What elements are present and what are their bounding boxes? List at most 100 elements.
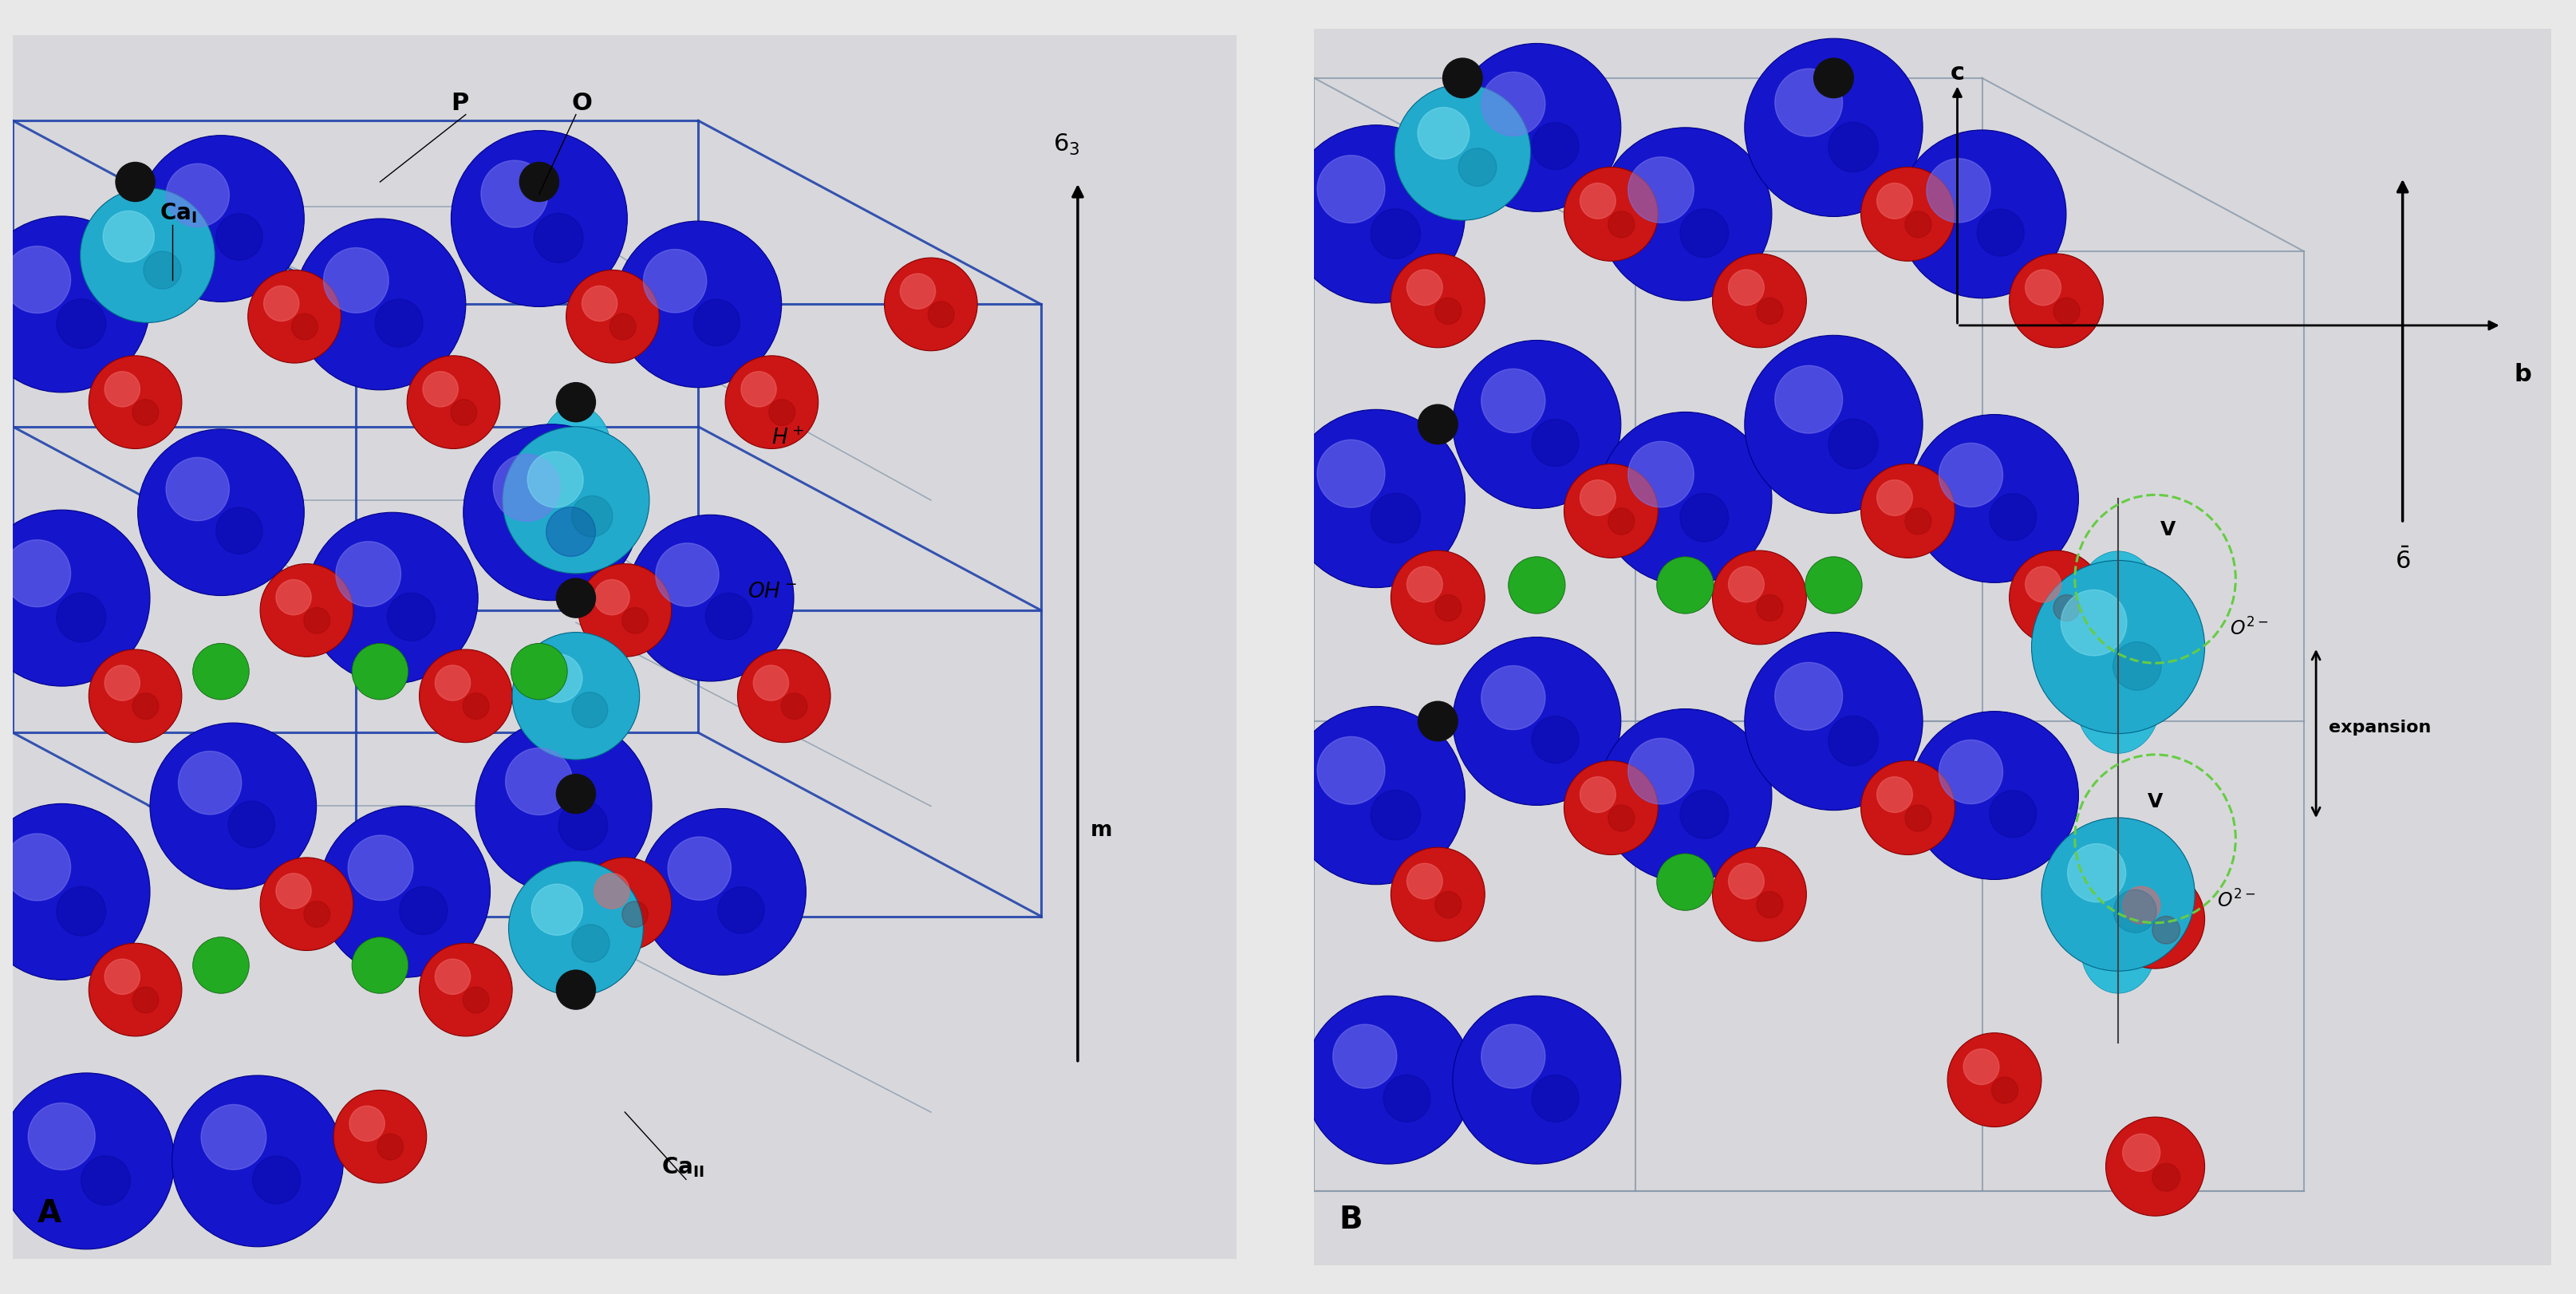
Circle shape [1417,701,1458,741]
Circle shape [1303,996,1471,1165]
Circle shape [577,564,672,657]
Circle shape [1713,848,1806,941]
Ellipse shape [2081,907,2154,994]
Circle shape [595,580,629,615]
Circle shape [719,886,765,933]
Circle shape [1728,269,1765,305]
Circle shape [260,858,353,951]
Circle shape [567,270,659,364]
Circle shape [1481,665,1546,730]
Text: $H^+$: $H^+$ [770,428,804,449]
Circle shape [2105,1117,2205,1216]
Circle shape [80,188,214,322]
Circle shape [229,801,276,848]
Circle shape [528,452,582,507]
Circle shape [106,371,139,406]
Circle shape [2105,870,2205,969]
Circle shape [1453,44,1620,212]
Circle shape [325,247,389,313]
Circle shape [1417,405,1458,444]
Ellipse shape [544,784,608,864]
Text: P: P [451,92,469,115]
Circle shape [724,356,819,449]
Circle shape [193,937,250,994]
Circle shape [451,131,626,307]
Circle shape [88,356,183,449]
Circle shape [1628,739,1692,804]
Circle shape [1806,556,1862,613]
Circle shape [621,901,649,928]
Circle shape [693,299,739,345]
Circle shape [572,924,611,963]
Circle shape [1530,419,1579,466]
Circle shape [1391,254,1484,348]
Circle shape [1453,340,1620,509]
Text: $O^{2-}$: $O^{2-}$ [2215,890,2254,911]
Circle shape [420,943,513,1036]
Circle shape [407,356,500,449]
Circle shape [1564,465,1656,558]
Circle shape [1481,1025,1546,1088]
Text: A: A [36,1198,62,1229]
Circle shape [1860,761,1955,855]
Circle shape [216,214,263,260]
Text: c: c [1950,61,1963,84]
Circle shape [422,371,459,406]
Circle shape [513,633,639,760]
Circle shape [201,1105,265,1170]
Circle shape [1713,254,1806,348]
Text: B: B [1340,1205,1363,1234]
Circle shape [1458,149,1497,186]
Circle shape [291,313,317,340]
Circle shape [131,400,160,426]
Circle shape [737,650,829,743]
Circle shape [1680,208,1728,258]
Circle shape [1579,480,1615,515]
Circle shape [1904,509,1932,534]
Circle shape [252,1156,301,1203]
Circle shape [1976,210,2025,256]
Circle shape [1744,335,1922,514]
Circle shape [3,540,70,607]
Circle shape [149,723,317,889]
Circle shape [165,457,229,520]
Circle shape [1316,440,1383,507]
Ellipse shape [2076,652,2159,753]
Circle shape [131,694,160,719]
Circle shape [616,221,781,387]
Circle shape [482,160,549,228]
Ellipse shape [2081,819,2154,908]
Circle shape [1713,550,1806,644]
Circle shape [1656,854,1713,911]
Circle shape [335,541,402,607]
Circle shape [1417,107,1468,159]
Circle shape [1875,182,1911,219]
Text: $\bar{6}$: $\bar{6}$ [2393,549,2409,573]
Circle shape [502,427,649,573]
Circle shape [216,507,263,554]
Text: expansion: expansion [2329,719,2429,735]
Circle shape [1757,298,1783,325]
Circle shape [464,987,489,1013]
Circle shape [1443,58,1481,98]
Circle shape [1530,123,1579,170]
Circle shape [644,250,706,313]
Circle shape [2040,818,2195,970]
Circle shape [294,219,466,389]
Circle shape [106,959,139,994]
Circle shape [0,804,149,980]
Circle shape [1285,409,1466,587]
Circle shape [304,607,330,634]
Circle shape [178,752,242,814]
Circle shape [399,886,448,934]
Circle shape [1875,776,1911,813]
Circle shape [1370,791,1419,840]
Circle shape [350,1106,384,1141]
Circle shape [260,564,353,657]
Circle shape [131,987,160,1013]
Circle shape [1904,805,1932,831]
Circle shape [1814,58,1852,98]
Circle shape [1656,556,1713,613]
Circle shape [1406,567,1443,602]
Circle shape [1937,443,2002,507]
